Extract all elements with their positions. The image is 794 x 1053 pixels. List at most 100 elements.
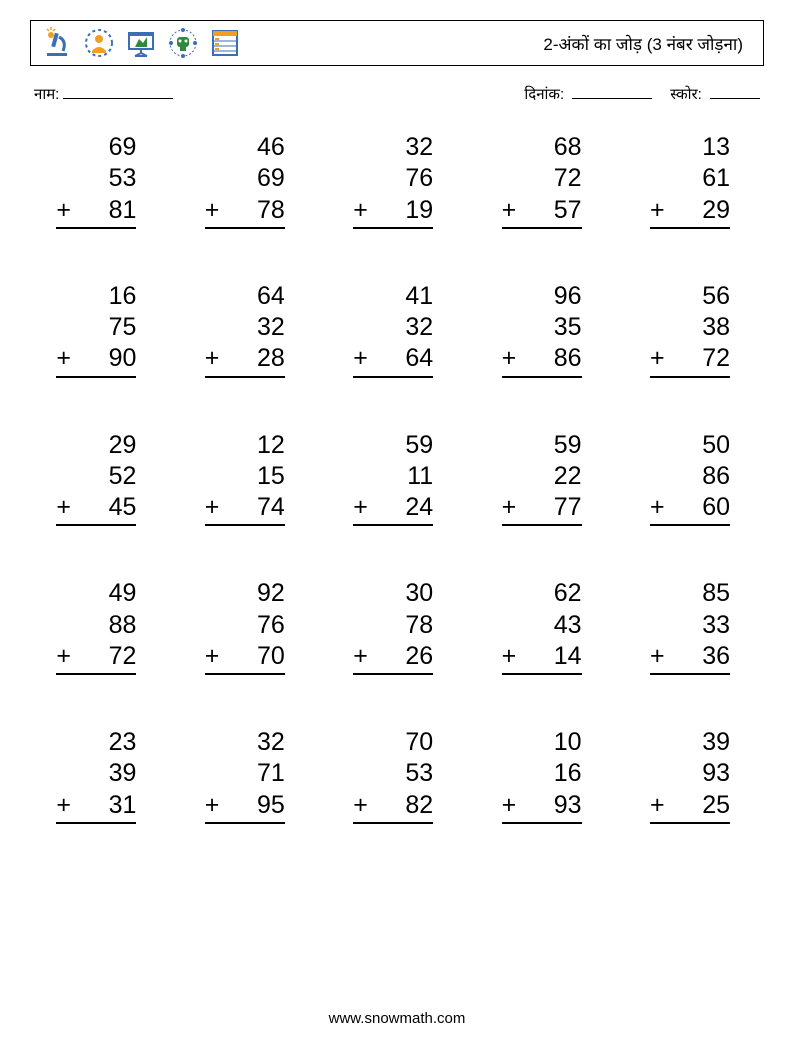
addend-2: 33 (650, 610, 730, 641)
addend-3-line: +77 (502, 492, 582, 526)
addend-1: 50 (650, 430, 730, 461)
addend-3: 74 (257, 492, 285, 523)
plus-sign: + (502, 492, 522, 523)
addition-problem: 5922+77 (502, 430, 582, 527)
addend-3-line: +86 (502, 343, 582, 377)
addend-3: 60 (702, 492, 730, 523)
addend-2: 38 (650, 312, 730, 343)
addend-2: 43 (502, 610, 582, 641)
addend-1: 62 (502, 578, 582, 609)
addend-3-line: +93 (502, 790, 582, 824)
addition-problem: 4988+72 (56, 578, 136, 675)
addend-3: 31 (109, 790, 137, 821)
addition-problem: 1361+29 (650, 132, 730, 229)
addend-3: 95 (257, 790, 285, 821)
addend-3-line: +26 (353, 641, 433, 675)
addend-3-line: +81 (56, 195, 136, 229)
addend-3-line: +57 (502, 195, 582, 229)
addend-2: 88 (56, 610, 136, 641)
addend-1: 49 (56, 578, 136, 609)
addend-1: 96 (502, 281, 582, 312)
addend-2: 32 (353, 312, 433, 343)
addend-2: 76 (205, 610, 285, 641)
addend-3: 36 (702, 641, 730, 672)
plus-sign: + (353, 641, 373, 672)
addend-2: 22 (502, 461, 582, 492)
addend-1: 59 (502, 430, 582, 461)
addend-3-line: +60 (650, 492, 730, 526)
addend-3-line: +24 (353, 492, 433, 526)
addend-3-line: +36 (650, 641, 730, 675)
addition-problem: 9635+86 (502, 281, 582, 378)
plus-sign: + (56, 492, 76, 523)
addend-2: 93 (650, 758, 730, 789)
addition-problem: 5086+60 (650, 430, 730, 527)
plus-sign: + (502, 790, 522, 821)
addend-3: 70 (257, 641, 285, 672)
addend-1: 46 (205, 132, 285, 163)
addend-2: 71 (205, 758, 285, 789)
plus-sign: + (56, 195, 76, 226)
plus-sign: + (353, 790, 373, 821)
addend-1: 85 (650, 578, 730, 609)
addend-3: 19 (405, 195, 433, 226)
addend-3-line: +72 (650, 343, 730, 377)
addend-3: 45 (109, 492, 137, 523)
addend-3: 90 (109, 343, 137, 374)
addition-problem: 8533+36 (650, 578, 730, 675)
addend-1: 29 (56, 430, 136, 461)
addend-2: 16 (502, 758, 582, 789)
sheet-icon (209, 27, 241, 59)
plus-sign: + (353, 492, 373, 523)
addend-2: 78 (353, 610, 433, 641)
addend-3: 29 (702, 195, 730, 226)
addend-2: 53 (56, 163, 136, 194)
addition-problem: 6432+28 (205, 281, 285, 378)
addition-problem: 1016+93 (502, 727, 582, 824)
addend-2: 11 (353, 461, 433, 492)
addend-3-line: +78 (205, 195, 285, 229)
addition-problem: 6953+81 (56, 132, 136, 229)
addition-problem: 6243+14 (502, 578, 582, 675)
addend-2: 52 (56, 461, 136, 492)
addend-3: 77 (554, 492, 582, 523)
date-blank[interactable] (572, 84, 652, 99)
plus-sign: + (205, 492, 225, 523)
footer-url: www.snowmath.com (0, 1010, 794, 1027)
plus-sign: + (353, 343, 373, 374)
addend-3-line: +82 (353, 790, 433, 824)
addend-1: 10 (502, 727, 582, 758)
plus-sign: + (353, 195, 373, 226)
addend-3-line: +29 (650, 195, 730, 229)
addend-3-line: +64 (353, 343, 433, 377)
addend-1: 92 (205, 578, 285, 609)
addend-3-line: +70 (205, 641, 285, 675)
plus-sign: + (205, 343, 225, 374)
plus-sign: + (56, 641, 76, 672)
addition-problem: 5638+72 (650, 281, 730, 378)
addend-1: 69 (56, 132, 136, 163)
addend-3-line: +31 (56, 790, 136, 824)
problems-grid: 6953+814669+783276+196872+571361+291675+… (30, 132, 764, 824)
addend-1: 56 (650, 281, 730, 312)
addend-1: 59 (353, 430, 433, 461)
header-box: 2-अंकों का जोड़ (3 नंबर जोड़ना) (30, 20, 764, 66)
addition-problem: 2339+31 (56, 727, 136, 824)
name-blank[interactable] (63, 84, 173, 99)
plus-sign: + (650, 641, 670, 672)
addend-3: 78 (257, 195, 285, 226)
addition-problem: 3276+19 (353, 132, 433, 229)
addend-1: 41 (353, 281, 433, 312)
addend-1: 68 (502, 132, 582, 163)
addend-3-line: +14 (502, 641, 582, 675)
addition-problem: 2952+45 (56, 430, 136, 527)
score-blank[interactable] (710, 84, 760, 99)
addend-3-line: +95 (205, 790, 285, 824)
addition-problem: 3993+25 (650, 727, 730, 824)
addition-problem: 6872+57 (502, 132, 582, 229)
addition-problem: 4669+78 (205, 132, 285, 229)
plus-sign: + (56, 343, 76, 374)
addition-problem: 3271+95 (205, 727, 285, 824)
addend-2: 61 (650, 163, 730, 194)
plus-sign: + (502, 195, 522, 226)
